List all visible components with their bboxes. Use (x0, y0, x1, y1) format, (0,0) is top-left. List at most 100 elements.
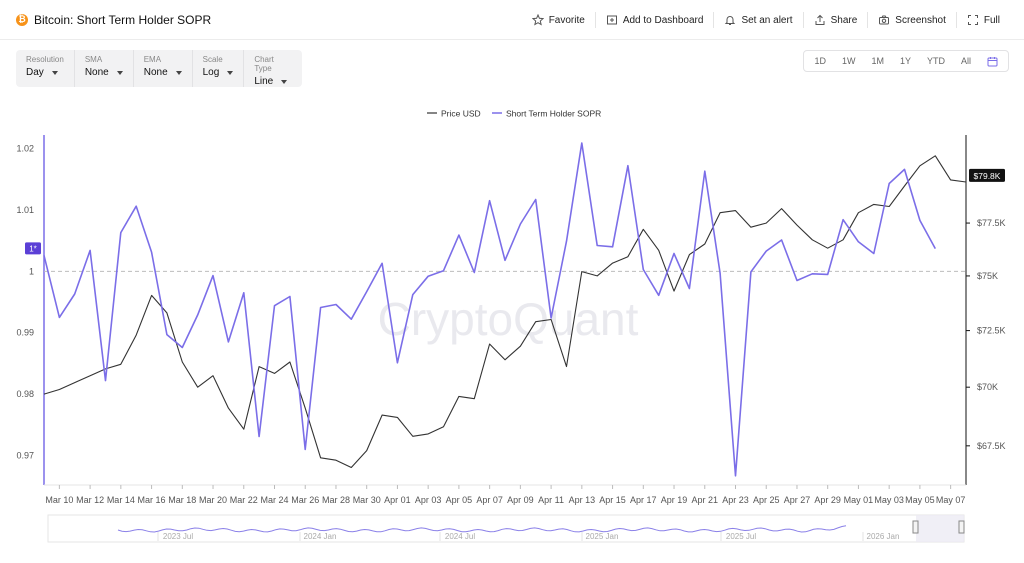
sopr-data-point[interactable] (595, 243, 599, 247)
price-data-point[interactable] (149, 293, 153, 297)
price-data-point[interactable] (933, 154, 937, 158)
price-data-point[interactable] (534, 320, 538, 324)
set-alert-button[interactable]: Set an alert (713, 12, 802, 28)
price-series-line[interactable] (43, 155, 967, 469)
scale-select[interactable]: Scale Log (191, 50, 244, 87)
sopr-data-point[interactable] (272, 304, 276, 308)
price-data-point[interactable] (349, 465, 353, 469)
resolution-select[interactable]: Resolution Day (16, 50, 74, 87)
chart-type-select[interactable]: Chart Type Line (243, 50, 302, 87)
sopr-data-point[interactable] (672, 251, 676, 255)
price-data-point[interactable] (595, 274, 599, 278)
price-data-point[interactable] (733, 208, 737, 212)
sopr-data-point[interactable] (610, 245, 614, 249)
sopr-data-point[interactable] (841, 218, 845, 222)
range-1d[interactable]: 1D (814, 56, 826, 66)
sopr-data-point[interactable] (288, 294, 292, 298)
range-ytd[interactable]: YTD (926, 56, 945, 66)
price-data-point[interactable] (580, 269, 584, 273)
range-1w[interactable]: 1W (841, 56, 856, 66)
price-data-point[interactable] (626, 254, 630, 258)
navigator-right-handle[interactable] (958, 520, 965, 534)
price-data-point[interactable] (795, 223, 799, 227)
price-data-point[interactable] (119, 362, 123, 366)
sopr-data-point[interactable] (334, 302, 338, 306)
sopr-data-point[interactable] (103, 378, 107, 382)
sopr-data-point[interactable] (795, 278, 799, 282)
sopr-data-point[interactable] (195, 313, 199, 317)
navigator-left-handle[interactable] (912, 520, 919, 534)
sopr-data-point[interactable] (472, 270, 476, 274)
price-data-point[interactable] (257, 364, 261, 368)
sopr-data-point[interactable] (380, 261, 384, 265)
price-data-point[interactable] (426, 432, 430, 436)
sopr-data-point[interactable] (149, 250, 153, 254)
sopr-data-point[interactable] (57, 315, 61, 319)
sopr-data-point[interactable] (88, 248, 92, 252)
sopr-data-point[interactable] (902, 167, 906, 171)
price-data-point[interactable] (73, 380, 77, 384)
sopr-data-point[interactable] (303, 447, 307, 451)
sopr-data-point[interactable] (318, 305, 322, 309)
sopr-data-point[interactable] (211, 273, 215, 277)
price-data-point[interactable] (211, 374, 215, 378)
time-navigator[interactable]: 2023 Jul 2024 Jan 2024 Jul 2025 Jan 2025 Jul… (47, 514, 965, 543)
price-data-point[interactable] (641, 227, 645, 231)
sopr-data-point[interactable] (749, 270, 753, 274)
price-data-point[interactable] (457, 394, 461, 398)
sopr-data-point[interactable] (226, 340, 230, 344)
sopr-data-point[interactable] (656, 293, 660, 297)
calendar-icon[interactable] (979, 50, 1006, 72)
sopr-data-point[interactable] (411, 292, 415, 296)
sopr-series-line[interactable] (43, 142, 937, 477)
range-1m[interactable]: 1M (871, 56, 884, 66)
price-data-point[interactable] (365, 448, 369, 452)
screenshot-button[interactable]: Screenshot (867, 12, 956, 28)
sopr-data-point[interactable] (687, 286, 691, 290)
sopr-data-point[interactable] (564, 239, 568, 243)
navigator-selection[interactable] (916, 515, 964, 542)
price-data-point[interactable] (487, 342, 491, 346)
sopr-data-point[interactable] (242, 291, 246, 295)
price-data-point[interactable] (841, 238, 845, 242)
sopr-data-point[interactable] (626, 164, 630, 168)
price-data-point[interactable] (134, 333, 138, 337)
add-to-dashboard-button[interactable]: Add to Dashboard (594, 12, 714, 28)
price-data-point[interactable] (749, 225, 753, 229)
price-data-point[interactable] (779, 206, 783, 210)
sopr-data-point[interactable] (180, 345, 184, 349)
price-data-point[interactable] (564, 364, 568, 368)
sopr-data-point[interactable] (426, 274, 430, 278)
price-data-point[interactable] (918, 164, 922, 168)
sopr-data-point[interactable] (764, 249, 768, 253)
price-data-point[interactable] (242, 427, 246, 431)
price-data-point[interactable] (672, 289, 676, 293)
price-data-point[interactable] (518, 344, 522, 348)
sopr-data-point[interactable] (703, 169, 707, 173)
price-data-point[interactable] (334, 458, 338, 462)
share-button[interactable]: Share (802, 12, 868, 28)
price-data-point[interactable] (718, 210, 722, 214)
price-data-point[interactable] (856, 210, 860, 214)
price-data-point[interactable] (887, 204, 891, 208)
price-data-point[interactable] (318, 456, 322, 460)
sopr-data-point[interactable] (134, 204, 138, 208)
price-data-point[interactable] (472, 397, 476, 401)
sopr-data-point[interactable] (733, 474, 737, 478)
price-data-point[interactable] (964, 180, 968, 184)
price-data-point[interactable] (303, 406, 307, 410)
sopr-data-point[interactable] (518, 222, 522, 226)
price-data-point[interactable] (272, 371, 276, 375)
price-data-point[interactable] (395, 415, 399, 419)
sopr-data-point[interactable] (887, 181, 891, 185)
sopr-data-point[interactable] (503, 258, 507, 262)
ema-select[interactable]: EMA None (132, 50, 192, 87)
price-data-point[interactable] (902, 184, 906, 188)
sopr-data-point[interactable] (779, 238, 783, 242)
price-data-point[interactable] (288, 360, 292, 364)
price-data-point[interactable] (826, 246, 830, 250)
sopr-data-point[interactable] (718, 271, 722, 275)
sma-select[interactable]: SMA None (73, 50, 133, 87)
price-data-point[interactable] (872, 202, 876, 206)
sopr-data-point[interactable] (918, 218, 922, 222)
